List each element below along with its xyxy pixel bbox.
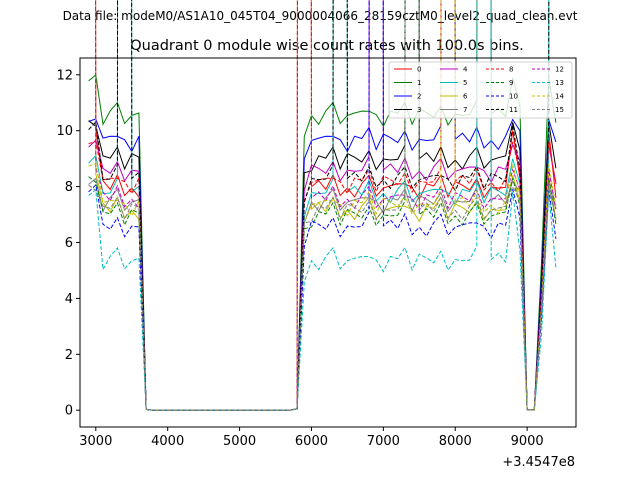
legend-label: 7 — [463, 106, 467, 114]
y-tick-label: 10 — [56, 124, 73, 139]
y-tick-label: 0 — [65, 404, 73, 419]
series-lines — [88, 0, 557, 411]
x-tick-label: 6000 — [295, 434, 328, 449]
series-line-14 — [88, 0, 557, 411]
x-tick-label: 9000 — [511, 434, 544, 449]
y-tick-label: 6 — [65, 236, 73, 251]
legend-label: 10 — [509, 93, 518, 101]
series-line-12 — [95, 0, 557, 411]
x-axis: 3000 4000 5000 6000 7000 8000 9000 — [79, 427, 544, 449]
legend-label: 5 — [463, 79, 467, 87]
legend-label: 13 — [555, 79, 564, 87]
legend-label: 6 — [463, 93, 468, 101]
legend-label: 3 — [417, 106, 421, 114]
legend-label: 2 — [417, 93, 421, 101]
x-offset-label: +3.4547e8 — [502, 455, 575, 470]
legend-label: 9 — [509, 79, 513, 87]
series-line-15 — [88, 0, 557, 411]
legend-label: 8 — [509, 66, 513, 74]
x-tick-label: 8000 — [439, 434, 472, 449]
legend-label: 15 — [555, 106, 564, 114]
y-tick-label: 4 — [65, 292, 73, 307]
legend-label: 11 — [509, 106, 518, 114]
legend-label: 0 — [417, 66, 421, 74]
x-tick-label: 5000 — [223, 434, 256, 449]
series-line-11 — [88, 0, 550, 411]
y-axis: 0 2 4 6 8 10 12 — [56, 68, 80, 419]
legend-label: 1 — [417, 79, 421, 87]
y-tick-label: 12 — [56, 68, 73, 83]
legend-label: 14 — [555, 93, 564, 101]
figure-suptitle: Data file: modeM0/AS1A10_045T04_90000040… — [63, 9, 578, 23]
x-tick-label: 4000 — [151, 434, 184, 449]
series-line-13 — [88, 0, 557, 411]
y-tick-label: 8 — [65, 180, 73, 195]
x-tick-label: 3000 — [79, 434, 112, 449]
legend-label: 4 — [463, 66, 468, 74]
chart-title: Quadrant 0 module wise count rates with … — [130, 38, 524, 54]
legend-label: 12 — [555, 66, 564, 74]
x-tick-label: 7000 — [367, 434, 400, 449]
legend-box — [388, 61, 573, 119]
y-tick-label: 2 — [65, 348, 73, 363]
